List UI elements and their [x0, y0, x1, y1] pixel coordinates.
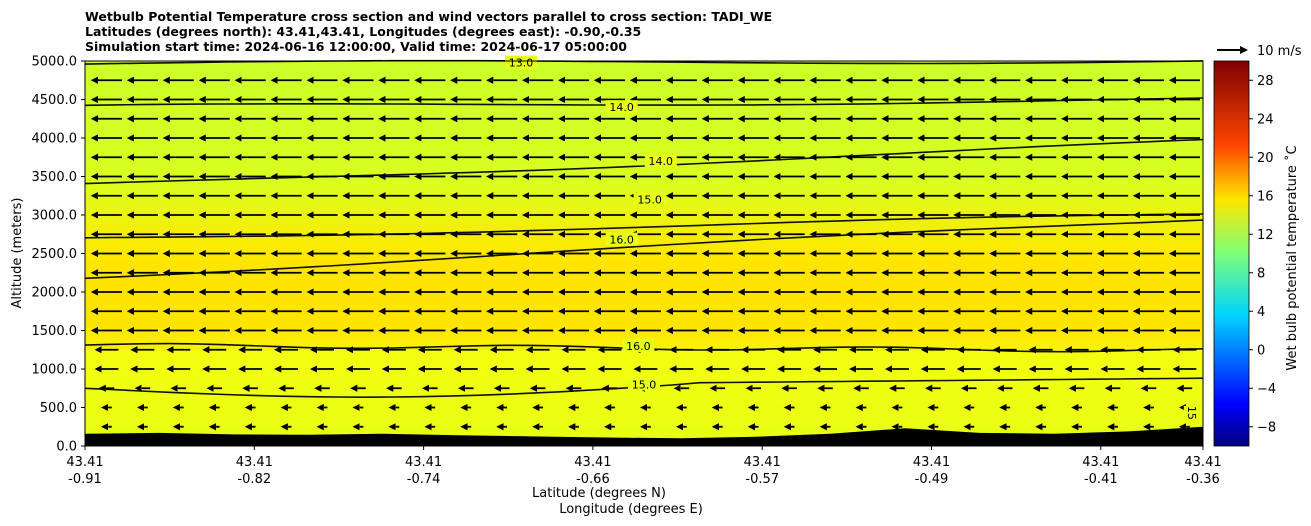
colorbar-tick-label: 20	[1257, 151, 1274, 166]
contour-line	[84, 97, 1204, 107]
y-tick-label: 4000.0	[32, 132, 78, 147]
contour-label-bg	[644, 154, 677, 168]
y-tick-label: 500.0	[40, 401, 77, 416]
y-tick-label: 5000.0	[32, 55, 78, 70]
terrain	[85, 426, 1203, 446]
x-tick-label-lat: 43.41	[574, 455, 611, 470]
x-tick-label-lon: -0.49	[915, 472, 949, 487]
contour-label: 15	[1185, 406, 1198, 420]
x-tick-label-lon: -0.66	[576, 472, 610, 487]
contour-label-bg	[1183, 405, 1200, 419]
colorbar-tick-label: −8	[1257, 420, 1276, 435]
colorbar	[1213, 60, 1250, 447]
colorbar-tick-label: −4	[1257, 382, 1276, 397]
contour-label: 15.0	[637, 194, 662, 207]
contour-label: 15.0	[632, 378, 657, 391]
y-tick-label: 1000.0	[32, 363, 78, 378]
y-tick-label: 3000.0	[32, 209, 78, 224]
colorbar-tick-label: 28	[1257, 74, 1274, 89]
contour-label-bg	[605, 100, 638, 114]
x-tick-label-lat: 43.41	[744, 455, 781, 470]
y-tick-label: 4500.0	[32, 93, 78, 108]
contour-label-bg	[622, 338, 655, 352]
x-tick-label-lat: 43.41	[1184, 455, 1221, 470]
y-tick-label: 2500.0	[32, 247, 78, 262]
contour-label: 13.0	[509, 57, 534, 70]
colorbar-tick-label: 24	[1257, 112, 1274, 127]
y-tick-label: 1500.0	[32, 324, 78, 339]
x-tick-label-lat: 43.41	[236, 455, 273, 470]
y-tick-label: 2000.0	[32, 286, 78, 301]
x-tick-label-lat: 43.41	[913, 455, 950, 470]
x-tick-label-lat: 43.41	[66, 455, 103, 470]
x-tick-label-lon: -0.82	[237, 472, 271, 487]
chart-title-line-1: Wetbulb Potential Temperature cross sect…	[85, 9, 773, 24]
colorbar-tick-label: 8	[1257, 266, 1265, 281]
colorbar-tick-label: 12	[1257, 228, 1274, 243]
chart-title-line-2: Latitudes (degrees north): 43.41,43.41, …	[85, 24, 642, 39]
x-tick-label-lon: -0.74	[407, 472, 441, 487]
y-tick-label: 0.0	[56, 440, 77, 455]
contour-label: 14.0	[649, 155, 674, 168]
x-axis-label-longitude: Longitude (degrees E)	[559, 502, 703, 517]
colorbar-tick-label: 4	[1257, 305, 1265, 320]
y-tick-label: 3500.0	[32, 170, 78, 185]
contour-label-bg	[628, 377, 660, 391]
x-tick-label-lon: -0.41	[1084, 472, 1118, 487]
colorbar-tick-label: 16	[1257, 189, 1274, 204]
x-tick-label-lon: -0.91	[68, 472, 102, 487]
colorbar-tick-label: 0	[1257, 343, 1265, 358]
y-axis-label: Altitude (meters)	[10, 198, 25, 309]
chart-title-line-3: Simulation start time: 2024-06-16 12:00:…	[85, 39, 627, 54]
x-tick-label-lat: 43.41	[405, 455, 442, 470]
x-tick-label-lon: -0.36	[1186, 472, 1220, 487]
contour-label: 14.0	[609, 101, 634, 114]
wind-key-label: 10 m/s	[1257, 44, 1302, 59]
contour-label-bg	[633, 192, 666, 206]
contour-label: 16.0	[609, 234, 634, 247]
x-tick-label-lon: -0.57	[745, 472, 779, 487]
contour-label: 16.0	[626, 340, 651, 353]
colorbar-label: Wet bulb potential temperature ˚C	[1284, 145, 1300, 370]
x-axis-label-latitude: Latitude (degrees N)	[532, 486, 666, 501]
x-tick-label-lat: 43.41	[1082, 455, 1119, 470]
contour-label-bg	[505, 55, 538, 69]
contour-label-bg	[605, 232, 638, 246]
